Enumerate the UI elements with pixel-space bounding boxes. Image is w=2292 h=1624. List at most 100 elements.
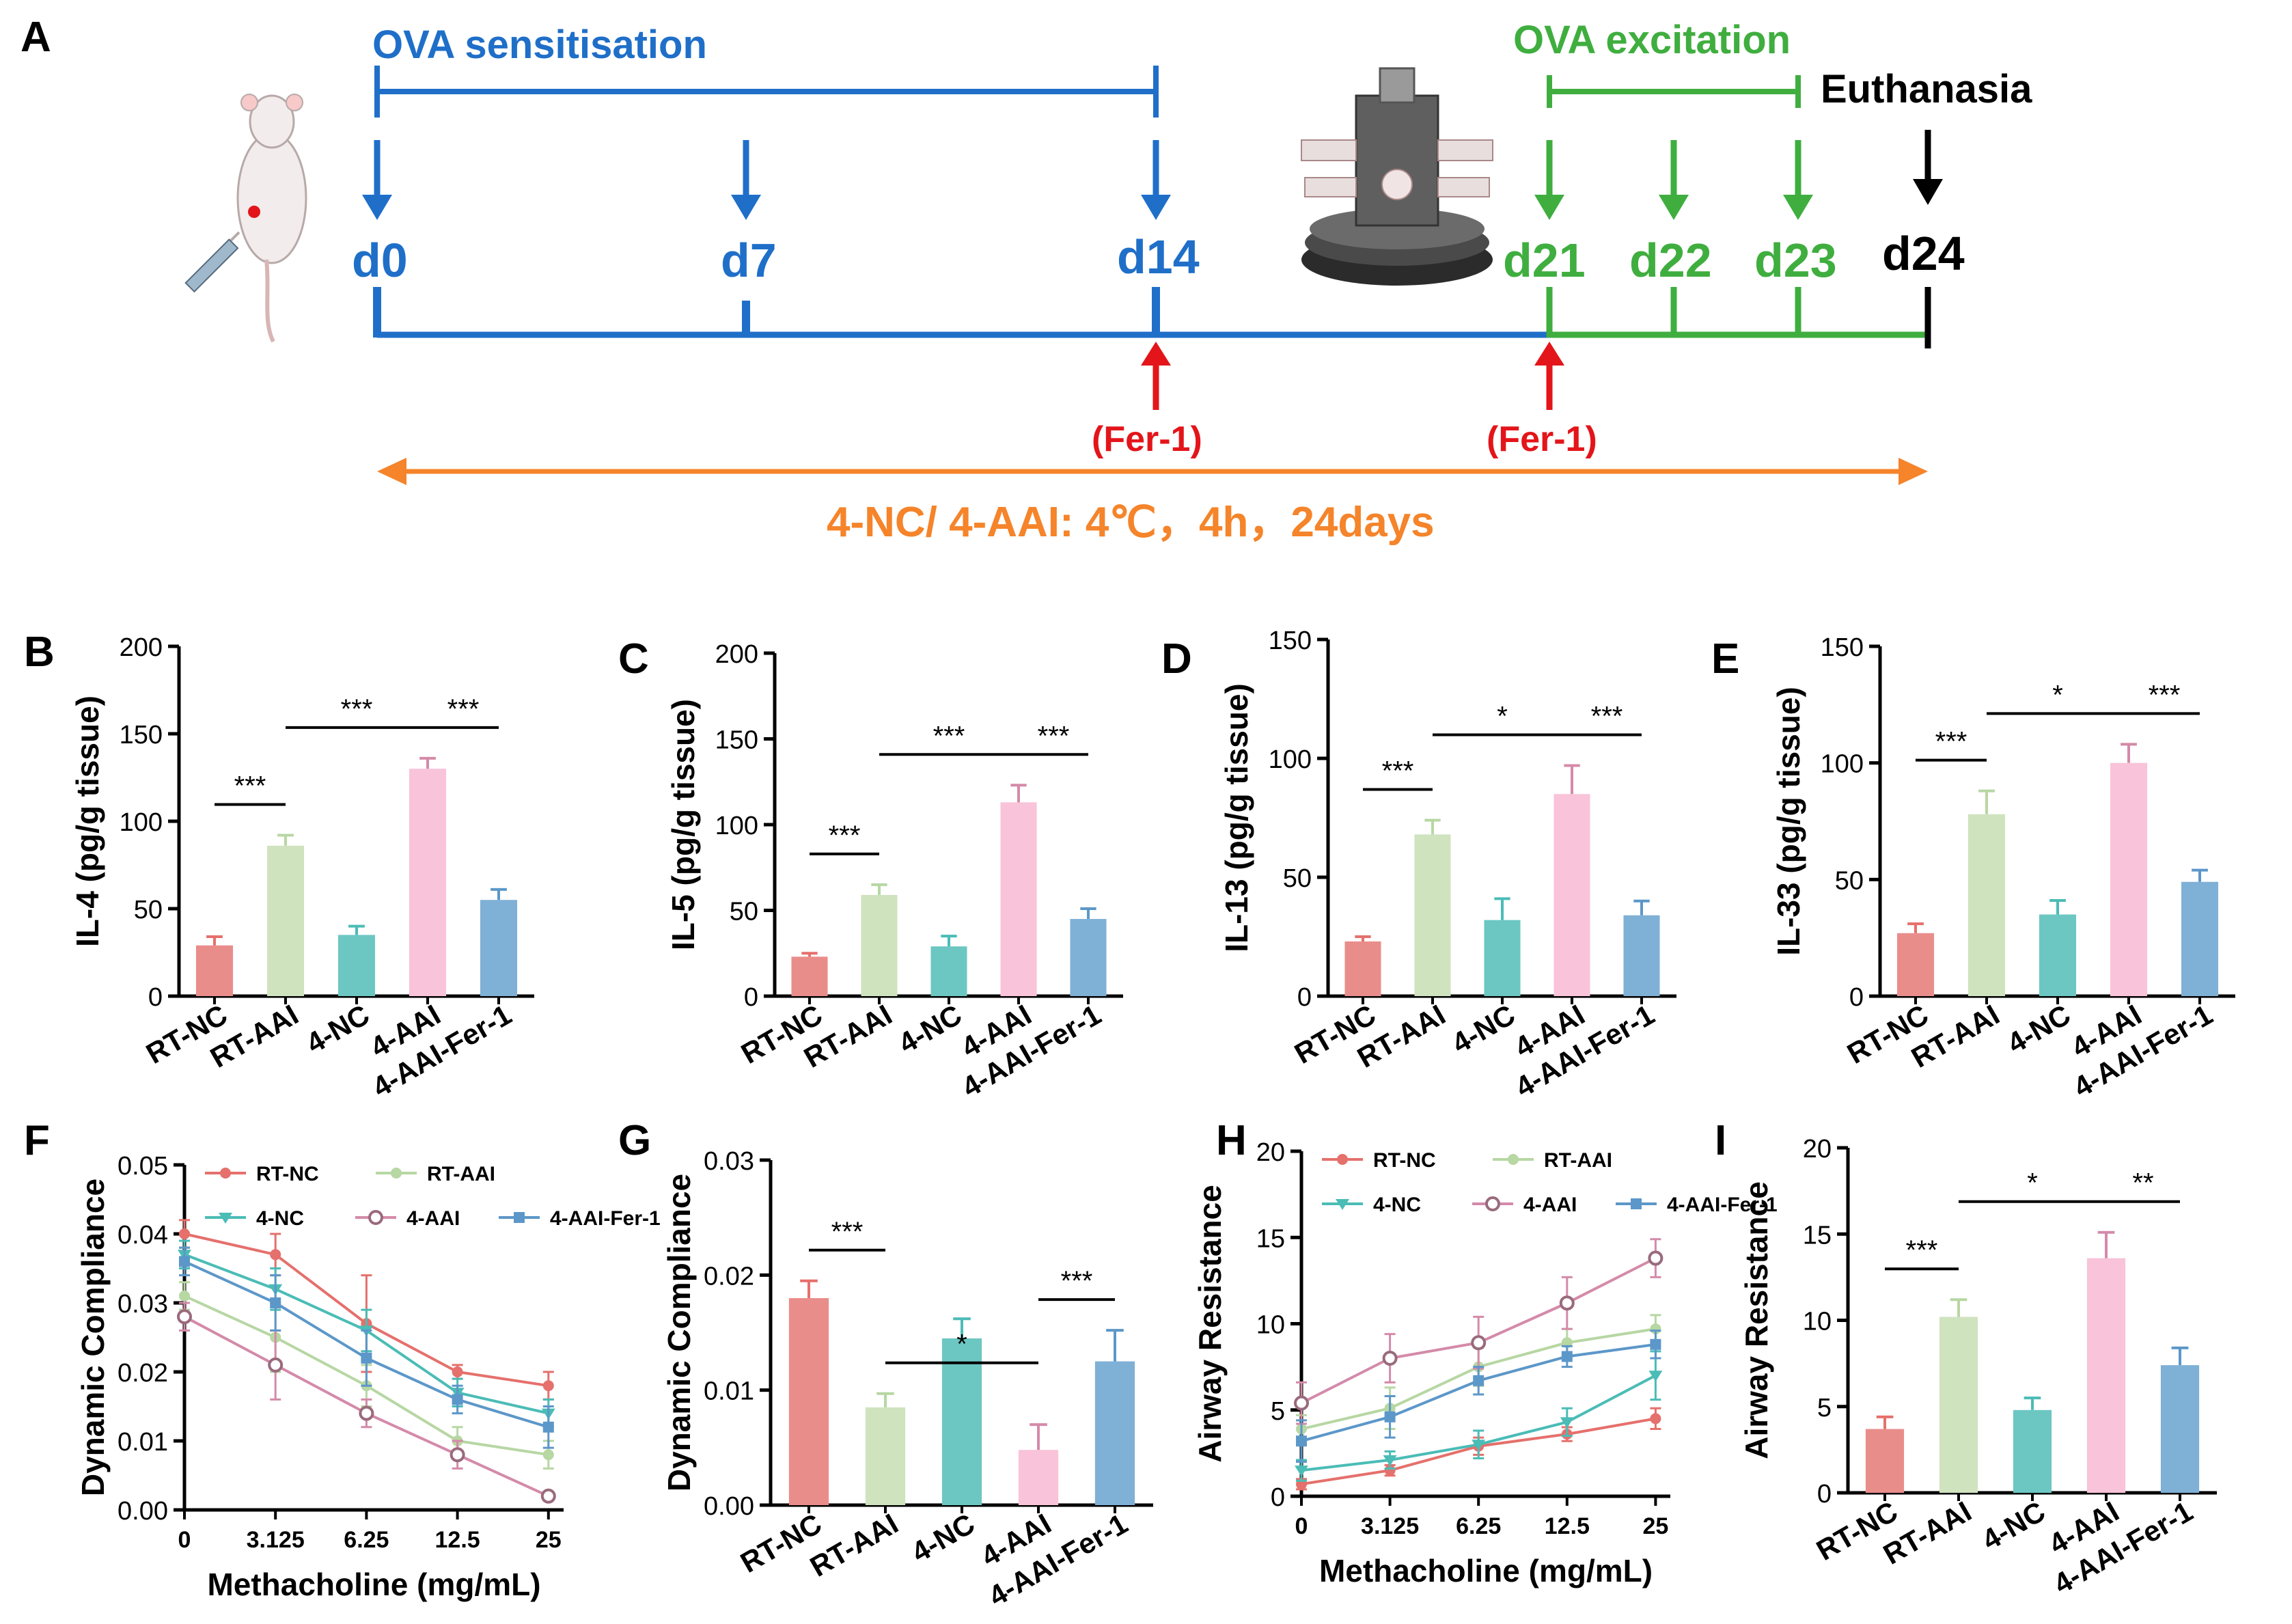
bar	[409, 769, 447, 996]
significance-label: *	[2052, 680, 2063, 710]
legend-marker	[368, 1210, 383, 1225]
bar	[2086, 1258, 2126, 1493]
significance-label: *	[1497, 701, 1508, 731]
data-point	[179, 1290, 190, 1302]
y-axis-title: Dynamic Compliance	[75, 1179, 111, 1496]
y-axis-title: IL-13 (pg/g tissue)	[1219, 683, 1254, 952]
bar	[1554, 794, 1590, 996]
panel-label-b: B	[24, 629, 55, 676]
x-tick-label: 3.125	[247, 1527, 305, 1553]
data-point	[1648, 1371, 1663, 1382]
bar	[1070, 919, 1107, 996]
data-point	[1561, 1351, 1573, 1362]
data-point	[1472, 1440, 1486, 1451]
y-tick-label: 5	[1817, 1394, 1832, 1422]
exposure-range-arrow	[377, 458, 1928, 485]
x-tick-label: RT-AAI	[805, 1507, 904, 1583]
legend-marker	[391, 1168, 402, 1179]
bar	[865, 1407, 906, 1505]
bar	[1896, 933, 1935, 996]
y-tick-label: 0	[1817, 1480, 1832, 1509]
data-point	[542, 1449, 554, 1461]
exposure-label: 4-NC/ 4-AAI: 4℃，4h，24days	[827, 499, 1435, 546]
significance-label: ***	[341, 694, 373, 724]
day-label: d0	[352, 234, 408, 287]
nebulizer-chamber-icon	[1301, 67, 1493, 286]
y-tick-label: 0.03	[704, 1147, 754, 1176]
legend-marker	[514, 1212, 525, 1223]
panel-label-i: I	[1715, 1117, 1726, 1164]
legend-label: RT-NC	[256, 1163, 319, 1185]
y-tick-label: 0	[1297, 983, 1312, 1012]
mouse-injection-icon	[184, 94, 307, 343]
y-tick-label: 50	[134, 896, 163, 924]
data-point	[270, 1297, 281, 1308]
x-tick-label: 6.25	[1456, 1513, 1501, 1539]
y-axis-title: IL-5 (pg/g tissue)	[665, 699, 701, 950]
significance-label: ***	[1061, 1266, 1093, 1296]
legend-label: RT-AAI	[1544, 1149, 1612, 1172]
y-tick-label: 0	[744, 983, 758, 1012]
bar	[2160, 1365, 2200, 1493]
legend-label: 4-NC	[1373, 1194, 1421, 1216]
panel-label-f: F	[24, 1117, 50, 1164]
day-label: d22	[1629, 234, 1712, 287]
x-tick-label: 4-NC	[1976, 1495, 2050, 1556]
data-point	[179, 1228, 190, 1239]
legend-marker	[1336, 1199, 1349, 1210]
bar	[2110, 762, 2148, 996]
y-tick-label: 150	[120, 721, 163, 749]
data-point	[1384, 1411, 1396, 1422]
bar	[788, 1298, 829, 1505]
y-tick-label: 0.01	[704, 1377, 754, 1406]
data-point	[1650, 1413, 1661, 1425]
y-tick-label: 0.02	[118, 1359, 168, 1388]
x-tick-label: 4-NC	[893, 998, 967, 1060]
data-point	[452, 1394, 463, 1405]
y-tick-label: 50	[1835, 866, 1864, 895]
y-tick-label: 0.01	[118, 1428, 168, 1457]
bar	[791, 956, 828, 996]
panel-label-c: C	[618, 635, 649, 683]
y-tick-label: 100	[715, 812, 758, 840]
legend-marker	[1337, 1154, 1348, 1165]
day-label: d24	[1882, 227, 1965, 280]
bar	[2013, 1409, 2052, 1493]
bar	[266, 845, 305, 996]
euthanasia-label: Euthanasia	[1821, 67, 2032, 111]
challenge-arrows	[1534, 140, 1813, 220]
y-tick-label: 20	[1256, 1138, 1285, 1167]
y-tick-label: 10	[1256, 1311, 1285, 1340]
significance-label: ***	[1038, 721, 1070, 751]
y-axis-title: IL-33 (pg/g tissue)	[1771, 687, 1806, 956]
fer1-label-d14: (Fer-1)	[1092, 419, 1202, 459]
x-tick-label: 25	[536, 1527, 562, 1553]
data-point	[1294, 1395, 1309, 1411]
data-point	[1471, 1335, 1487, 1351]
x-tick-label: 25	[1642, 1513, 1668, 1539]
legend-label: 4-AAI	[1523, 1194, 1577, 1216]
y-tick-label: 5	[1271, 1397, 1285, 1426]
day-label: d21	[1503, 234, 1586, 287]
x-axis-title: Methacholine (mg/mL)	[1319, 1553, 1653, 1588]
y-tick-label: 100	[120, 808, 163, 837]
day-labels: d0 d7 d14 d21 d22 d23 d24	[352, 227, 1965, 287]
bar	[1484, 920, 1521, 996]
legend-label: 4-AAI-Fer-1	[1667, 1194, 1778, 1216]
data-point	[1560, 1417, 1574, 1429]
significance-label: **	[2132, 1168, 2153, 1198]
data-point	[540, 1488, 556, 1504]
bar	[1344, 941, 1381, 996]
panel-label-h: H	[1216, 1117, 1247, 1164]
panel-label-a: A	[20, 14, 51, 61]
data-point	[179, 1256, 190, 1267]
y-tick-label: 10	[1803, 1308, 1832, 1336]
y-tick-label: 0.04	[118, 1221, 168, 1250]
data-point	[450, 1447, 465, 1463]
euthanasia-arrow	[1913, 179, 1943, 205]
